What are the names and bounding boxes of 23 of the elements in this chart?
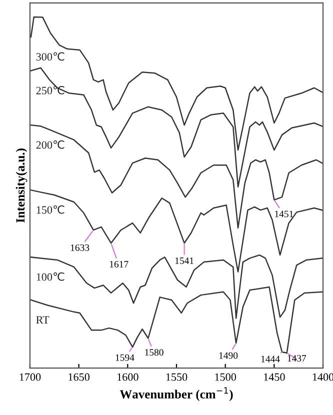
x-axis-title: Wavenumber (cm$^{−1}$) — [120, 387, 233, 402]
annotation: 1437 — [288, 355, 306, 362]
annotation: 1541 — [175, 257, 194, 264]
x-tick-label: 1500 — [215, 373, 236, 381]
x-tick-label: 1450 — [264, 373, 285, 381]
x-tick-label: 1600 — [118, 373, 138, 381]
series-label: 300℃ — [36, 52, 64, 61]
y-axis-title: Intensity(a.u.) — [16, 148, 28, 223]
annotation: 1617 — [110, 260, 128, 268]
series-label: 250℃ — [36, 86, 64, 94]
series-label: 150℃ — [36, 205, 64, 214]
annotation: 1594 — [116, 354, 134, 361]
x-tick-label: 1700 — [20, 373, 41, 381]
series-label: 200℃ — [36, 140, 64, 149]
x-tick-label: 1650 — [68, 373, 90, 381]
series-label: 100℃ — [36, 272, 64, 281]
series-label: RT — [36, 316, 50, 324]
annotation: 1490 — [219, 352, 238, 359]
annotation: 1451 — [275, 210, 294, 218]
x-tick-label: 1550 — [166, 373, 188, 381]
annotation: 1580 — [145, 349, 164, 356]
annotation: 1633 — [70, 244, 90, 251]
annotation: 1444 — [261, 356, 280, 362]
